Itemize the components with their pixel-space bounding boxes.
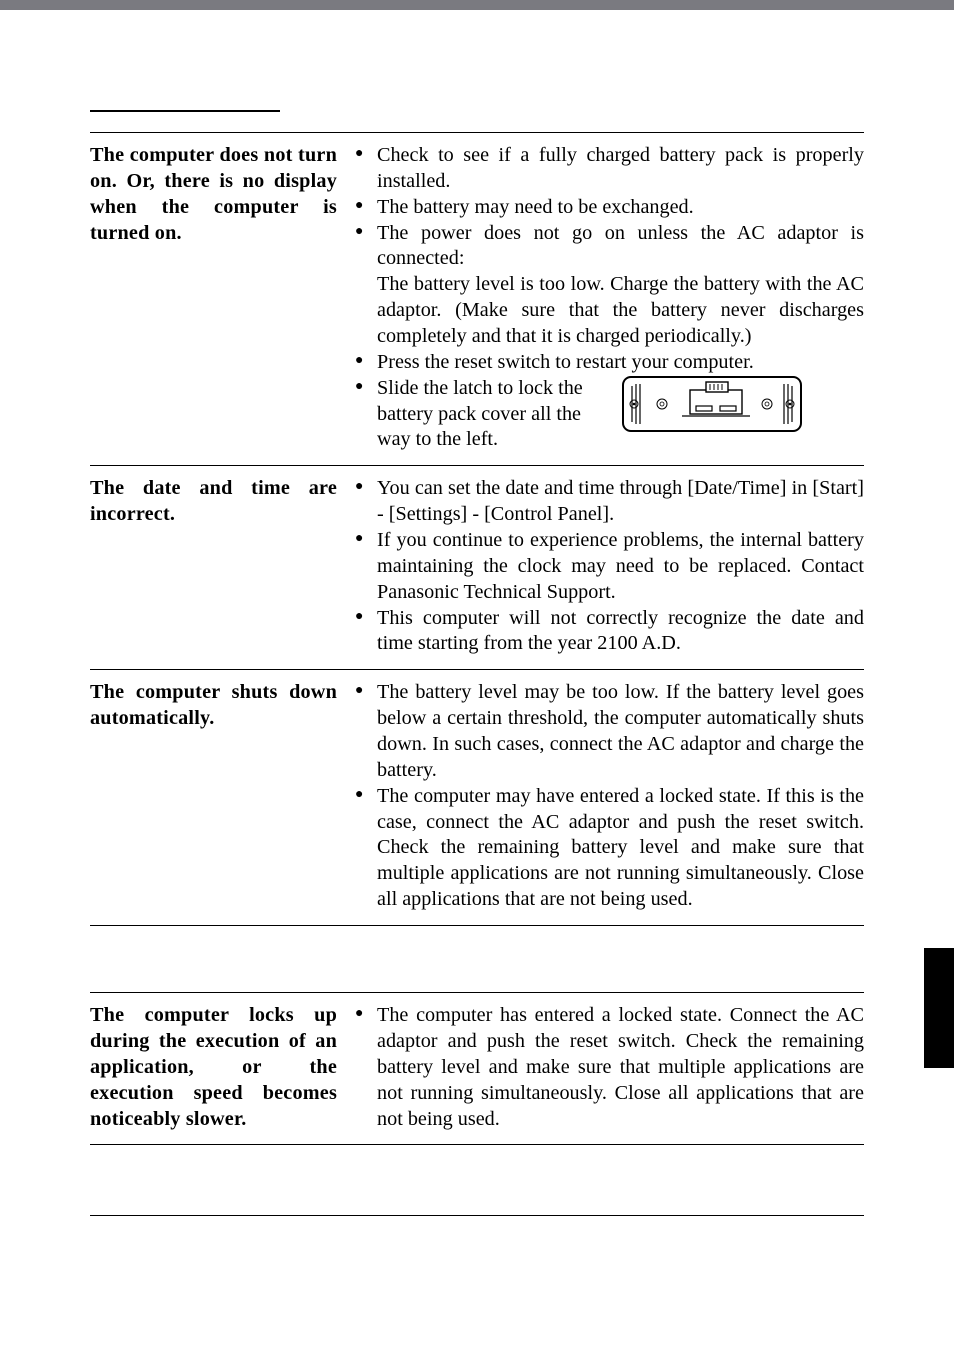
- item-text: The computer has entered a locked state.…: [377, 1004, 864, 1129]
- table-row: The computer does not turn on. Or, there…: [90, 132, 864, 465]
- solution-cell: The battery level may be too low. If the…: [355, 680, 864, 913]
- item-subtext: The battery level is too low. Charge the…: [377, 272, 864, 350]
- list-item: The computer has entered a locked state.…: [355, 1003, 864, 1132]
- battery-latch-illustration: [622, 376, 802, 440]
- problem-text: The computer shuts down automatically.: [90, 680, 337, 732]
- section-gap: [90, 926, 864, 992]
- list-item: This computer will not correctly recogni…: [355, 606, 864, 658]
- item-text: Press the reset switch to restart your c…: [377, 351, 754, 373]
- item-text: You can set the date and time through [D…: [377, 477, 864, 525]
- footer-gap: [90, 1145, 864, 1215]
- list-item: The computer may have entered a locked s…: [355, 784, 864, 913]
- table-row: The date and time are incorrect. You can…: [90, 465, 864, 669]
- header-rule: [90, 76, 280, 112]
- solution-cell: You can set the date and time through [D…: [355, 476, 864, 657]
- list-item: The battery may need to be exchanged.: [355, 195, 864, 221]
- problem-text: The date and time are incorrect.: [90, 476, 337, 528]
- list-item: The power does not go on unless the AC a…: [355, 221, 864, 350]
- list-item: You can set the date and time through [D…: [355, 476, 864, 528]
- list-item: The battery level may be too low. If the…: [355, 680, 864, 783]
- side-black-tab: [924, 948, 954, 1068]
- problem-cell: The computer shuts down automatically.: [90, 680, 355, 913]
- list-item: Check to see if a fully charged battery …: [355, 143, 864, 195]
- page-content: The computer does not turn on. Or, there…: [0, 10, 954, 1276]
- table-row: The computer shuts down automatically. T…: [90, 669, 864, 926]
- table-row: The computer locks up during the executi…: [90, 992, 864, 1145]
- list-item: If you continue to experience problems, …: [355, 528, 864, 606]
- item-text: The battery level may be too low. If the…: [377, 681, 864, 781]
- item-text: The power does not go on unless the AC a…: [377, 222, 864, 270]
- list-item: Press the reset switch to restart your c…: [355, 350, 864, 376]
- problem-cell: The date and time are incorrect.: [90, 476, 355, 657]
- list-item: Slide the latch to lock the battery pack…: [355, 376, 864, 454]
- item-text: If you continue to experience problems, …: [377, 529, 864, 603]
- item-text: Slide the latch to lock the battery pack…: [377, 376, 612, 454]
- item-text: Check to see if a fully charged battery …: [377, 144, 864, 192]
- problem-text: The computer locks up during the executi…: [90, 1003, 337, 1132]
- item-text: The computer may have entered a locked s…: [377, 785, 864, 910]
- problem-cell: The computer does not turn on. Or, there…: [90, 143, 355, 453]
- troubleshooting-table-1: The computer does not turn on. Or, there…: [90, 132, 864, 926]
- footer-rule: [90, 1215, 864, 1216]
- solution-cell: The computer has entered a locked state.…: [355, 1003, 864, 1132]
- item-text: The battery may need to be exchanged.: [377, 196, 694, 218]
- problem-text: The computer does not turn on. Or, there…: [90, 143, 337, 246]
- item-text: This computer will not correctly recogni…: [377, 607, 864, 655]
- top-color-bar: [0, 0, 954, 10]
- solution-cell: Check to see if a fully charged battery …: [355, 143, 864, 453]
- troubleshooting-table-2: The computer locks up during the executi…: [90, 992, 864, 1145]
- problem-cell: The computer locks up during the executi…: [90, 1003, 355, 1132]
